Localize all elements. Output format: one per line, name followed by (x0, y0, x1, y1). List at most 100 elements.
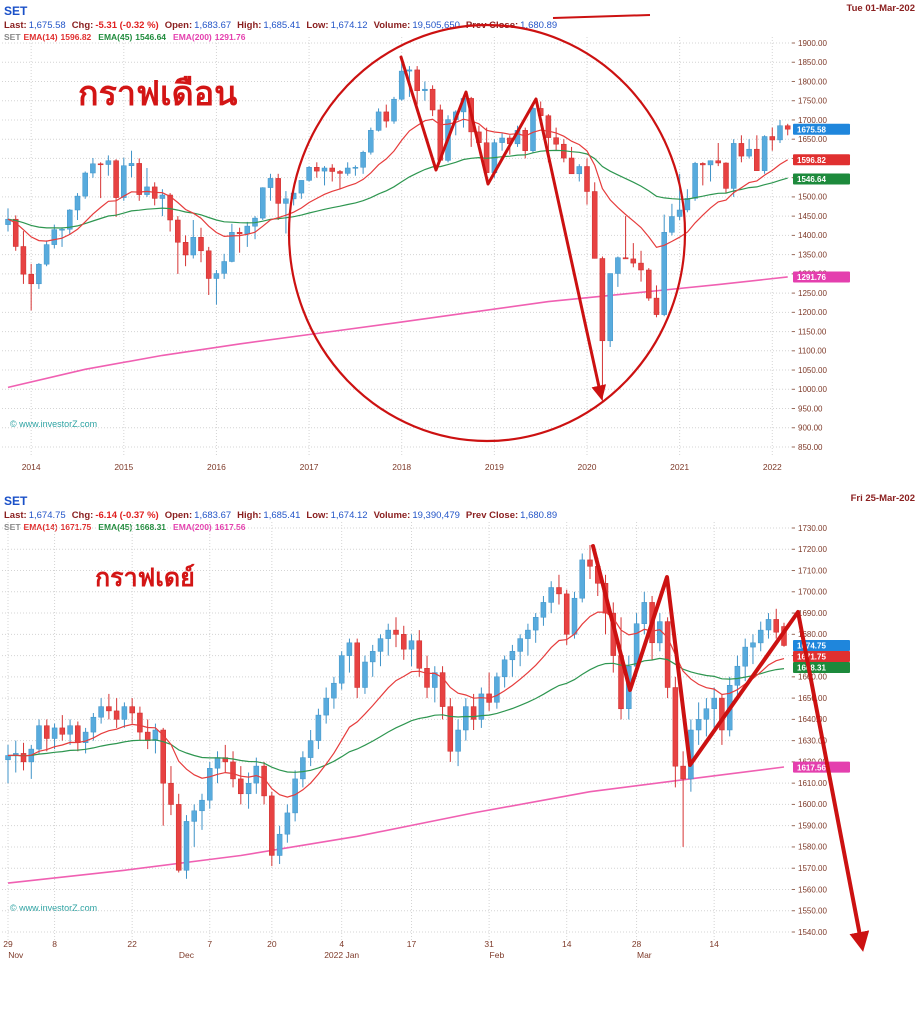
candle-body (51, 229, 58, 245)
y-axis-label: 1720.00 (798, 545, 827, 554)
candle-body (307, 740, 314, 758)
x-axis-label: Dec (179, 950, 195, 960)
y-axis-label: 1850.00 (798, 58, 827, 67)
candle-body (306, 167, 312, 181)
candle-body (67, 725, 73, 735)
hand-drawn-annotation-daily (591, 544, 870, 952)
x-axis-label: 22 (127, 939, 137, 949)
indicator-ema200-label: EMA(200) (173, 522, 212, 532)
x-axis-label: 7 (207, 939, 212, 949)
candle-body (369, 651, 376, 663)
candle-body (323, 697, 329, 716)
candle-body (346, 642, 353, 656)
quote-last-label: Last: (4, 510, 27, 521)
candle-body (337, 171, 343, 174)
candle-body (229, 232, 235, 262)
x-axis-label: 2015 (114, 462, 133, 472)
date-label: Tue 01-Mar-202 (846, 3, 915, 14)
annotation-trend-arrow (591, 544, 870, 952)
candle-body (599, 258, 606, 342)
x-axis-label: 4 (339, 939, 344, 949)
x-axis-label: 14 (709, 939, 719, 949)
indicator-ema14-value: 1596.82 (60, 32, 92, 42)
candle-body (576, 166, 583, 175)
set-daily-chart[interactable]: 1730.00 1720.00 1710.00 1700.00 1690.00 1680.… (2, 522, 850, 960)
candle-body (121, 706, 128, 720)
candle-body (377, 638, 384, 652)
candle-body (152, 729, 159, 741)
y-axis-label: 1500.00 (798, 193, 827, 202)
price-tag (793, 271, 850, 283)
y-axis-label: 1800.00 (798, 77, 827, 86)
candle-body (253, 765, 260, 784)
candle-body (711, 697, 717, 709)
candle-body (338, 655, 345, 684)
quote-prev-close-value: 1,680.89 (520, 510, 558, 521)
candle-body (641, 602, 648, 624)
indicator-line: SET EMA(14) 1671.75 EMA(45) 1668.31 EMA(200) 1… (4, 522, 916, 532)
candle-body (501, 659, 508, 678)
candle-body (159, 194, 166, 199)
x-axis-label: 31 (484, 939, 494, 949)
quote-prev-close-label: Prev Close: (465, 510, 519, 521)
candle-body (707, 160, 714, 166)
candle-body (75, 725, 81, 743)
x-axis-label: 2017 (300, 462, 319, 472)
candle-body (447, 706, 454, 752)
candle-body (692, 163, 698, 199)
y-axis-label: 1580.00 (798, 843, 827, 852)
y-axis-label: 1150.00 (798, 327, 827, 336)
candle-body (375, 111, 382, 131)
candle-body (190, 237, 197, 256)
ema45-line (7, 657, 785, 773)
candle-body (591, 191, 598, 259)
ema14-line (7, 118, 789, 248)
y-axis-label: 1200.00 (798, 308, 827, 317)
price-tag-label: 1617.56 (797, 763, 826, 772)
candle-body (532, 617, 539, 631)
x-axis-label: 2020 (578, 462, 597, 472)
candle-body (769, 136, 776, 141)
set-monthly-chart[interactable]: 1900.00 1850.00 1800.00 1750.00 1700.00 1650.… (2, 37, 850, 472)
candle-body (607, 273, 613, 342)
candle-body (738, 143, 745, 157)
candle-body (236, 232, 243, 235)
quote-high-value: 1,685.41 (263, 510, 301, 521)
y-axis-label: 1550.00 (798, 907, 827, 916)
candle-body (28, 273, 34, 285)
candle-body (383, 111, 390, 122)
y-axis-label: 1750.00 (798, 97, 827, 106)
candle-body (584, 166, 590, 192)
candle-body (424, 668, 430, 688)
candle-body (191, 810, 197, 822)
quote-volume-value: 19,505,650 (412, 20, 460, 31)
indicator-ema200-value: 1617.56 (214, 522, 246, 532)
candle-body (344, 167, 351, 174)
quote-prev-close-value: 1,680.89 (520, 20, 558, 31)
candle-body (646, 269, 652, 299)
watermark-daily: © www.investorZ.com (10, 903, 98, 913)
candle-body (354, 642, 360, 688)
candle-body (20, 753, 27, 763)
ema14-line (7, 611, 785, 798)
candle-body (422, 88, 428, 91)
indicator-symbol-label: SET (4, 522, 21, 532)
price-tag-label: 1291.76 (797, 273, 826, 282)
candle-body (90, 716, 97, 733)
quote-last-value: 1,675.58 (28, 20, 66, 31)
candle-body (5, 755, 11, 761)
quote-last-value: 1,674.75 (28, 510, 66, 521)
candle-body (393, 629, 399, 635)
candle-body (183, 821, 190, 871)
candle-body (82, 731, 89, 743)
quote-open-label: Open: (164, 510, 193, 521)
ema200-line (7, 766, 785, 884)
candle-body (525, 629, 531, 639)
candle-body (352, 167, 359, 169)
x-axis-label: 2021 (670, 462, 689, 472)
price-tag (793, 173, 850, 185)
candle-body (36, 263, 42, 285)
candle-body (556, 587, 562, 595)
y-axis-label: 1640.00 (798, 715, 827, 724)
candle-body (167, 194, 173, 221)
